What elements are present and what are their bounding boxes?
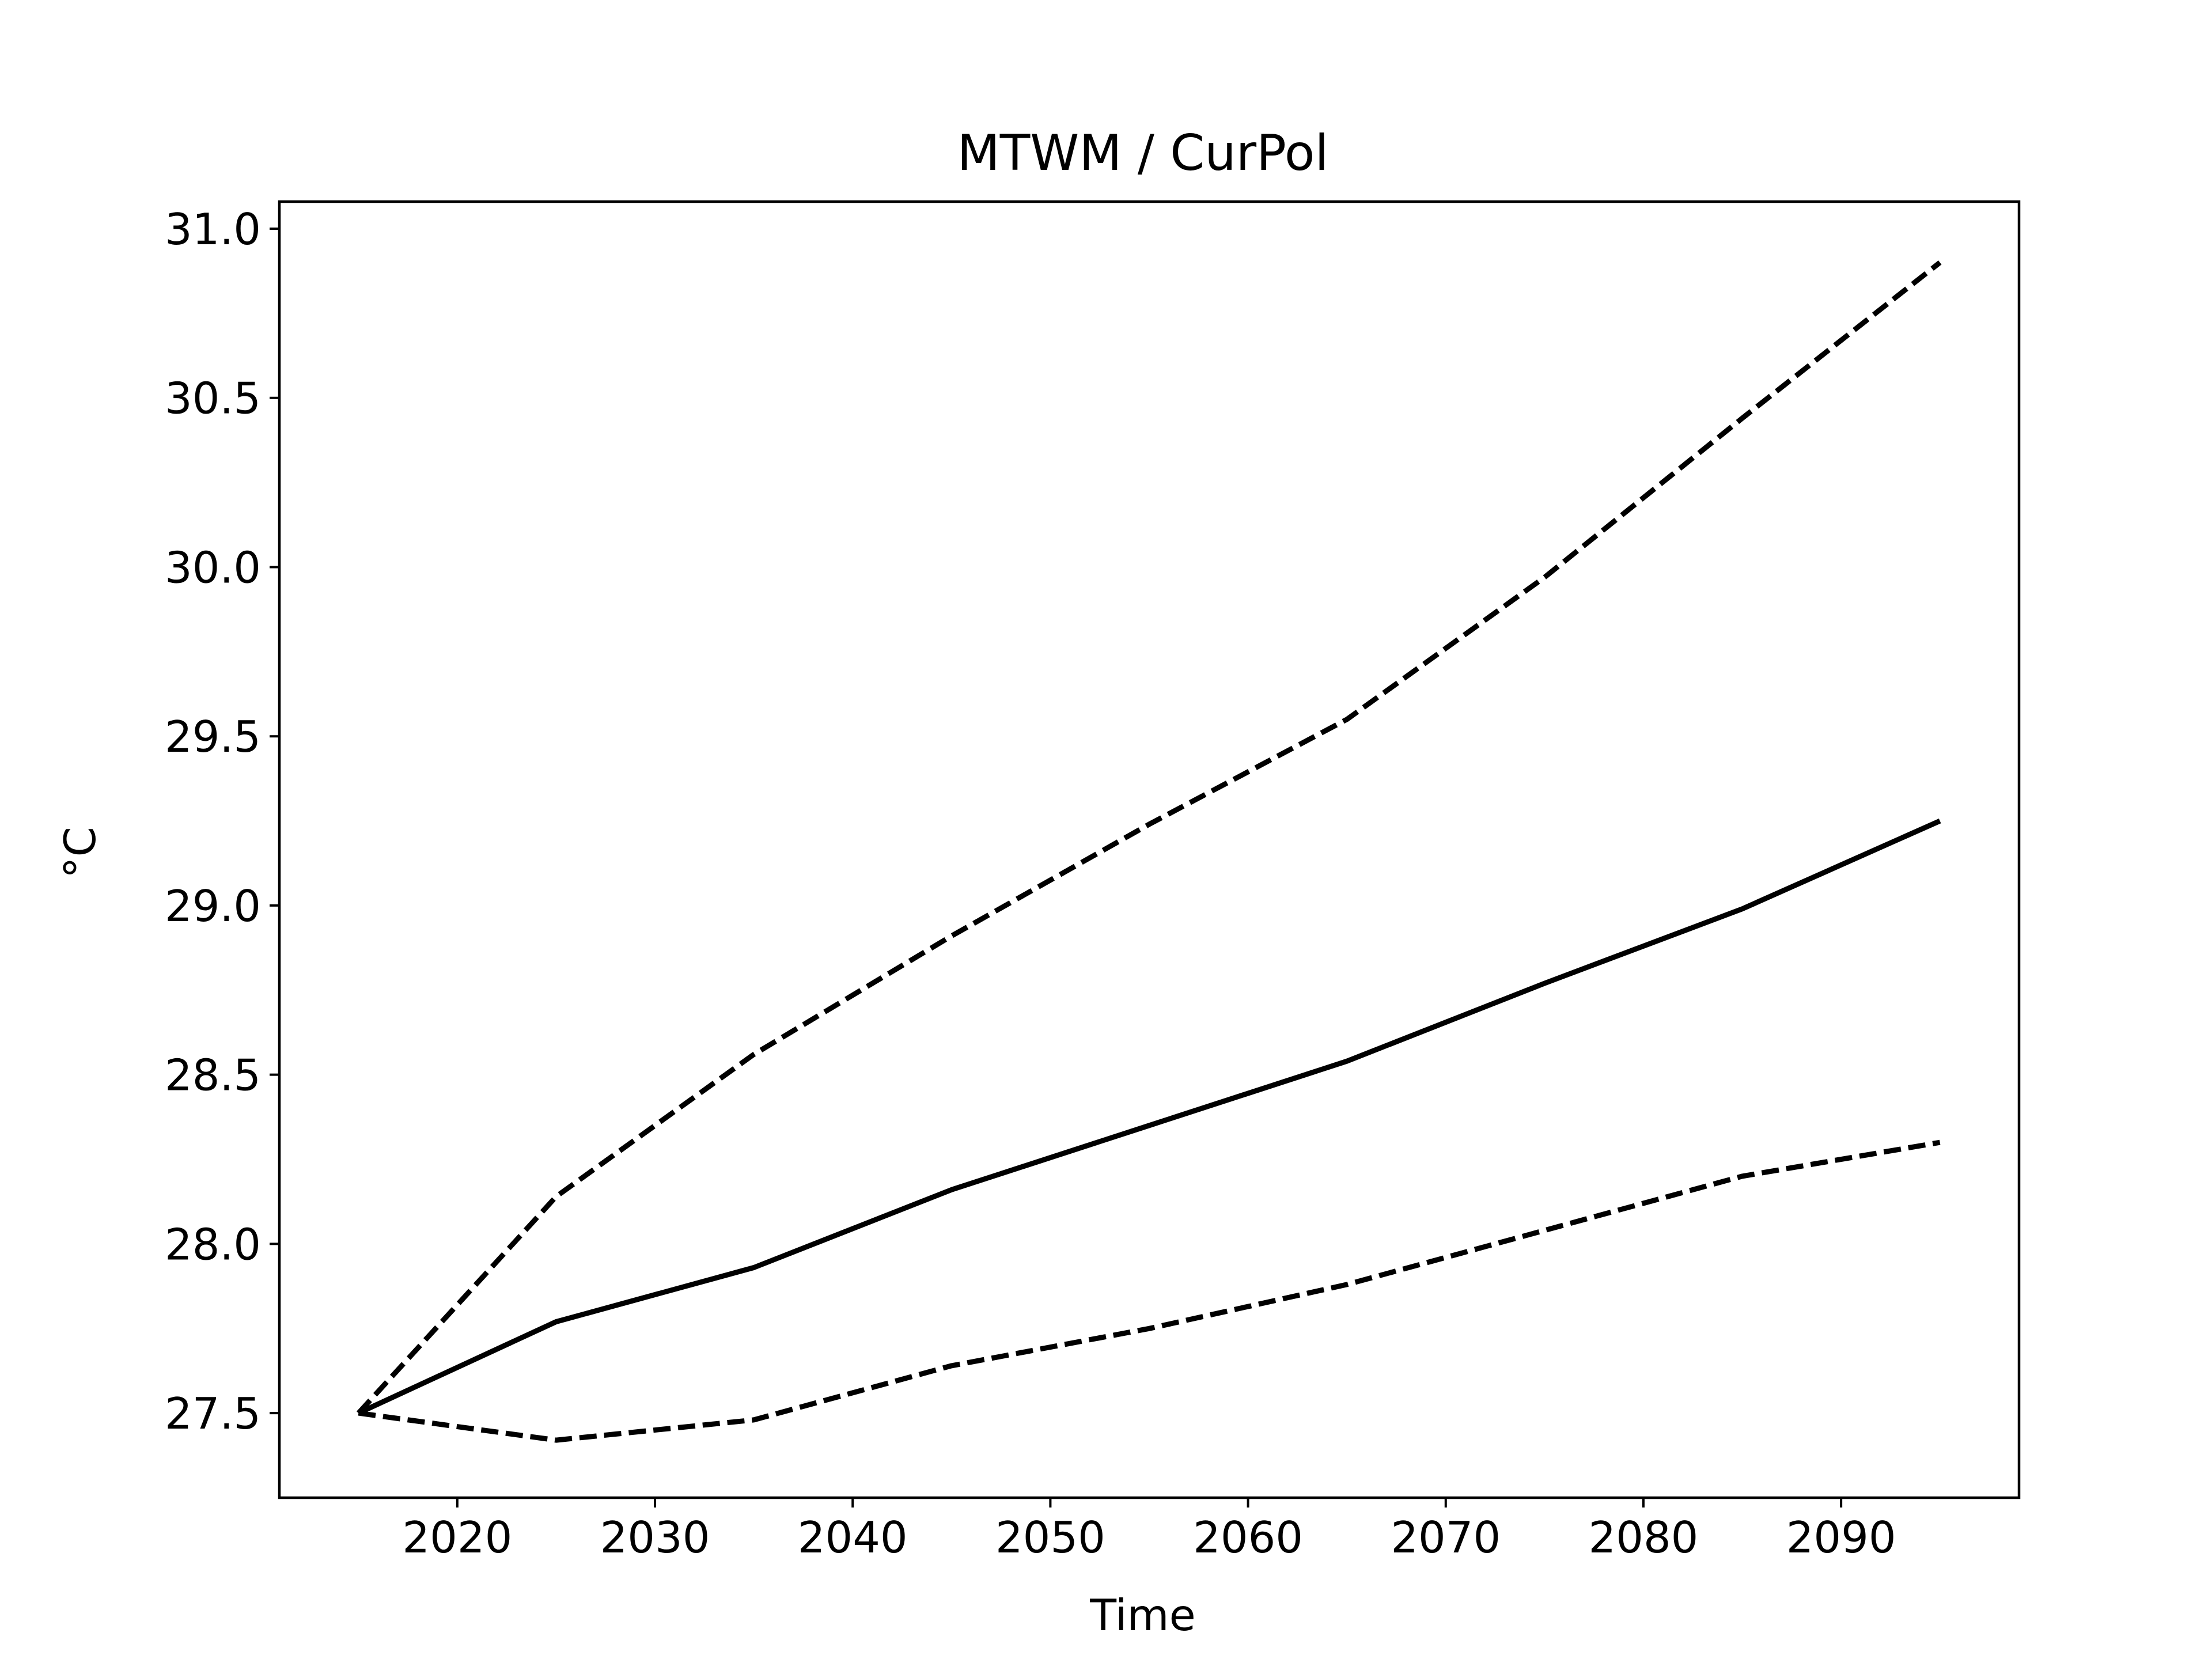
x-tick-label: 2030 (600, 1512, 710, 1563)
y-tick-label: 31.0 (165, 204, 261, 255)
x-axis-ticks: 2020 2030 2040 2050 2060 2070 2080 2090 (402, 1498, 1896, 1563)
series-line-2 (356, 260, 1942, 1415)
x-tick-label: 2020 (402, 1512, 512, 1563)
x-tick-label: 2090 (1786, 1512, 1896, 1563)
x-axis-label: Time (1089, 1590, 1196, 1641)
x-tick-label: 2070 (1391, 1512, 1501, 1563)
y-tick-label: 28.0 (165, 1219, 261, 1270)
y-tick-label: 30.5 (165, 373, 261, 424)
x-tick-label: 2040 (798, 1512, 908, 1563)
x-tick-label: 2060 (1193, 1512, 1303, 1563)
y-axis-ticks: 27.5 28.0 28.5 29.0 29.5 30.0 30.5 31.0 (165, 204, 279, 1439)
chart-title: MTWM / CurPol (957, 124, 1329, 182)
y-axis-label: °C (55, 827, 105, 878)
series-layer (356, 260, 1942, 1443)
series-line-3 (358, 1139, 1941, 1443)
y-tick-label: 29.0 (165, 881, 261, 931)
series-line-1 (357, 818, 1941, 1416)
y-tick-label: 30.0 (165, 542, 261, 593)
y-tick-label: 27.5 (165, 1388, 261, 1439)
plot-frame (278, 200, 2021, 1499)
y-tick-label: 29.5 (165, 711, 261, 762)
y-tick-label: 28.5 (165, 1050, 261, 1101)
x-tick-label: 2050 (995, 1512, 1105, 1563)
x-tick-label: 2080 (1589, 1512, 1699, 1563)
